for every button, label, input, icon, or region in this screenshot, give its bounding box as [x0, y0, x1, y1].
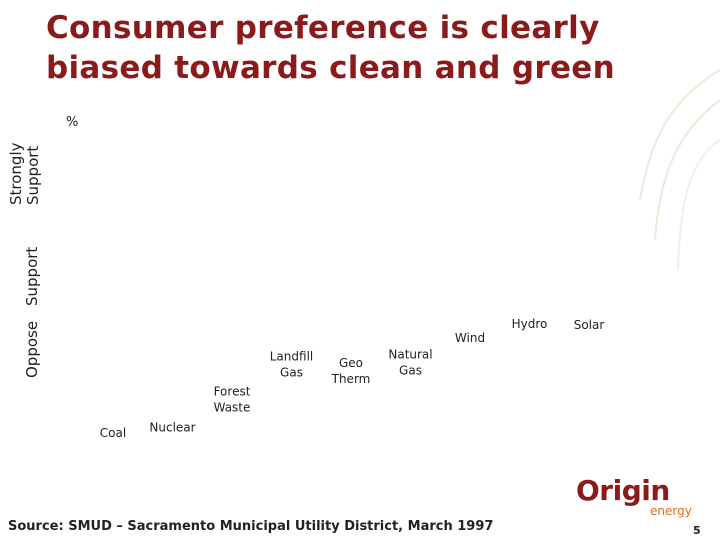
point-label-wind: Wind — [455, 331, 485, 345]
slide-title: Consumer preference is clearly biased to… — [46, 8, 646, 88]
point-label-natural-gas: Natural Gas — [388, 348, 432, 378]
point-label-landfill-gas: Landfill Gas — [270, 350, 314, 380]
point-label-geo-therm: Geo Therm — [331, 356, 371, 386]
point-label-coal: Coal — [100, 426, 126, 440]
unit-label: % — [66, 115, 79, 130]
point-label-nuclear: Nuclear — [149, 421, 195, 435]
point-label-forest-waste: Forest Waste — [214, 385, 251, 415]
background-swoosh — [639, 69, 720, 271]
title-line-1: Consumer preference is clearly — [46, 10, 600, 46]
source-note: Source: SMUD – Sacramento Municipal Util… — [8, 519, 494, 534]
title-line-2: biased towards clean and green — [46, 50, 615, 86]
logo-sub: energy — [650, 504, 692, 518]
origin-energy-logo: Origin energy — [576, 474, 696, 522]
point-label-hydro: Hydro — [512, 317, 548, 331]
point-label-solar: Solar — [574, 318, 605, 332]
page-number: 5 — [693, 524, 701, 537]
logo-word: Origin — [576, 474, 670, 507]
